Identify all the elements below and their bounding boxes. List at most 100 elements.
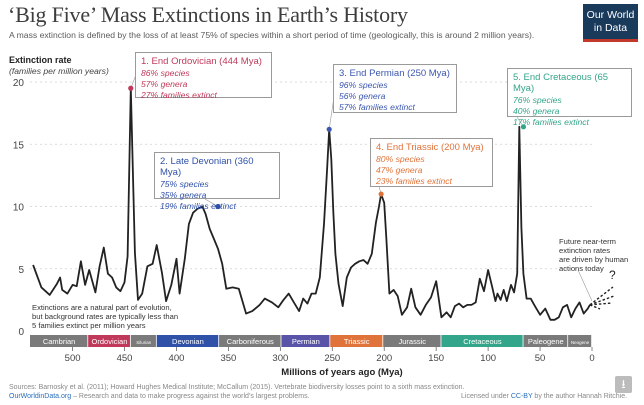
period-label: Ordovician [92,337,128,346]
period-label: Jurassic [399,337,427,346]
x-tick-label: 400 [169,353,185,364]
future-projection-line [589,295,615,306]
chart-subtitle: A mass extinction is defined by the loss… [9,30,535,40]
x-axis-label: Millions of years ago (Mya) [281,367,403,378]
annotation-devonian-heading: 2. Late Devonian (360 Mya) [160,156,254,178]
period-band [441,335,523,347]
owid-tagline: – Research and data to make progress aga… [71,393,310,400]
annotation-permian-heading: 3. End Permian (250 Mya) [339,68,450,79]
footer-license: Licensed under CC-BY by the author Hanna… [461,393,627,400]
future-rate-note: Future near-term extinction rates are dr… [559,237,628,273]
footer-owid: OurWorldinData.org – Research and data t… [9,393,310,400]
background-note-line-1: Extinctions are a natural part of evolut… [32,303,172,312]
period-band [523,335,568,347]
period-band [156,335,219,347]
annotation-cretaceous-families: 17% families extinct [513,117,589,127]
license-prefix: Licensed under [461,393,511,400]
extinction-peak-marker [326,126,332,132]
background-rate-note: Extinctions are a natural part of evolut… [32,303,178,330]
extinction-peak-marker [378,191,384,197]
annotation-ordovician-families: 27% families extinct [141,90,217,100]
x-tick-label: 0 [589,353,594,364]
annotation-triassic-species: 80% species [376,154,425,164]
x-tick-label: 450 [117,353,133,364]
download-icon[interactable]: ⭳ [615,376,632,393]
future-note-line-1: Future near-term [559,237,616,246]
period-label: Permian [292,337,320,346]
background-note-line-3: 5 families extinct per million years [32,321,146,330]
future-note-line-2: extinction rates [559,246,611,255]
annotation-triassic: 4. End Triassic (200 Mya) 80% species 47… [370,138,493,187]
period-label: Silurian [136,340,152,345]
period-band [281,335,330,347]
logo-line-2: in Data [593,22,628,34]
annotation-ordovician-species: 86% species [141,68,190,78]
annotation-devonian-genera: 35% genera [160,190,207,200]
license-link[interactable]: CC-BY [510,393,533,400]
period-label: Cambrian [43,337,76,346]
annotation-cretaceous-species: 76% species [513,95,562,105]
period-band [330,335,383,347]
period-band [219,335,281,347]
annotation-permian-genera: 56% genera [339,91,386,101]
period-band [568,335,592,347]
x-tick-label: 100 [480,353,496,364]
period-label: Carboniferous [227,337,274,346]
y-tick-label: 10 [13,203,25,214]
future-note-leader [577,269,593,301]
future-question-mark: ? [609,268,616,282]
future-projection-line [589,302,613,306]
annotation-triassic-heading: 4. End Triassic (200 Mya) [376,142,484,153]
annotation-ordovician-heading: 1. End Ordovician (444 Mya) [141,56,262,67]
annotation-ordovician: 1. End Ordovician (444 Mya) 86% species … [135,52,272,100]
extinction-peak-marker [520,124,527,130]
license-tail: by the author Hannah Ritchie. [532,393,628,400]
extinction-peak-marker [215,203,221,210]
x-tick-label: 300 [272,353,288,364]
extinction-peak-marker [128,85,134,91]
y-axis-units: (families per million years) [9,66,109,76]
annotation-ordovician-genera: 57% genera [141,79,188,89]
x-tick-label: 350 [220,353,236,364]
future-note-line-3: are driven by human [559,255,629,264]
x-tick-label: 50 [535,353,546,364]
annotation-cretaceous-genera: 40% genera [513,106,560,116]
annotation-cretaceous: 5. End Cretaceous (65 Mya) 76% species 4… [507,68,632,127]
y-tick-label: 15 [13,140,25,151]
x-tick-label: 250 [324,353,340,364]
period-band [88,335,130,347]
annotation-permian: 3. End Permian (250 Mya) 96% species 56%… [333,64,457,113]
annotation-devonian-families: 19% families extinct [160,201,236,211]
period-label: Triassic [344,337,370,346]
annotation-triassic-families: 23% families extinct [376,176,452,186]
annotation-permian-species: 96% species [339,80,388,90]
period-band [30,335,88,347]
y-tick-label: 0 [18,327,24,338]
annotation-cretaceous-heading: 5. End Cretaceous (65 Mya) [513,72,609,94]
future-projection-line [589,286,614,306]
period-label: Neogene [571,340,590,345]
x-tick-label: 150 [428,353,444,364]
future-note-line-4: actions today [559,264,604,273]
y-axis-label: Extinction rate [9,55,72,65]
owid-link[interactable]: OurWorldinData.org [9,393,72,400]
y-tick-label: 5 [18,265,24,276]
x-tick-label: 200 [376,353,392,364]
annotation-devonian-species: 75% species [160,179,209,189]
footer-sources: Sources: Barnosky et al. (2011); Howard … [9,384,465,391]
owid-logo[interactable]: Our World in Data [583,4,638,42]
annotation-permian-families: 57% families extinct [339,102,415,112]
x-tick-label: 500 [65,353,81,364]
future-projection-line [589,304,601,310]
logo-line-1: Our World [586,9,635,21]
chart-title: ‘Big Five’ Mass Extinctions in Earth’s H… [8,2,408,27]
period-label: Paleogene [528,337,564,346]
y-tick-label: 20 [13,78,25,89]
period-label: Devonian [172,337,204,346]
annotation-devonian: 2. Late Devonian (360 Mya) 75% species 3… [154,152,280,211]
extinction-rate-line [32,87,591,321]
period-band [383,335,441,347]
annotation-triassic-genera: 47% genera [376,165,423,175]
period-label: Cretaceous [463,337,502,346]
